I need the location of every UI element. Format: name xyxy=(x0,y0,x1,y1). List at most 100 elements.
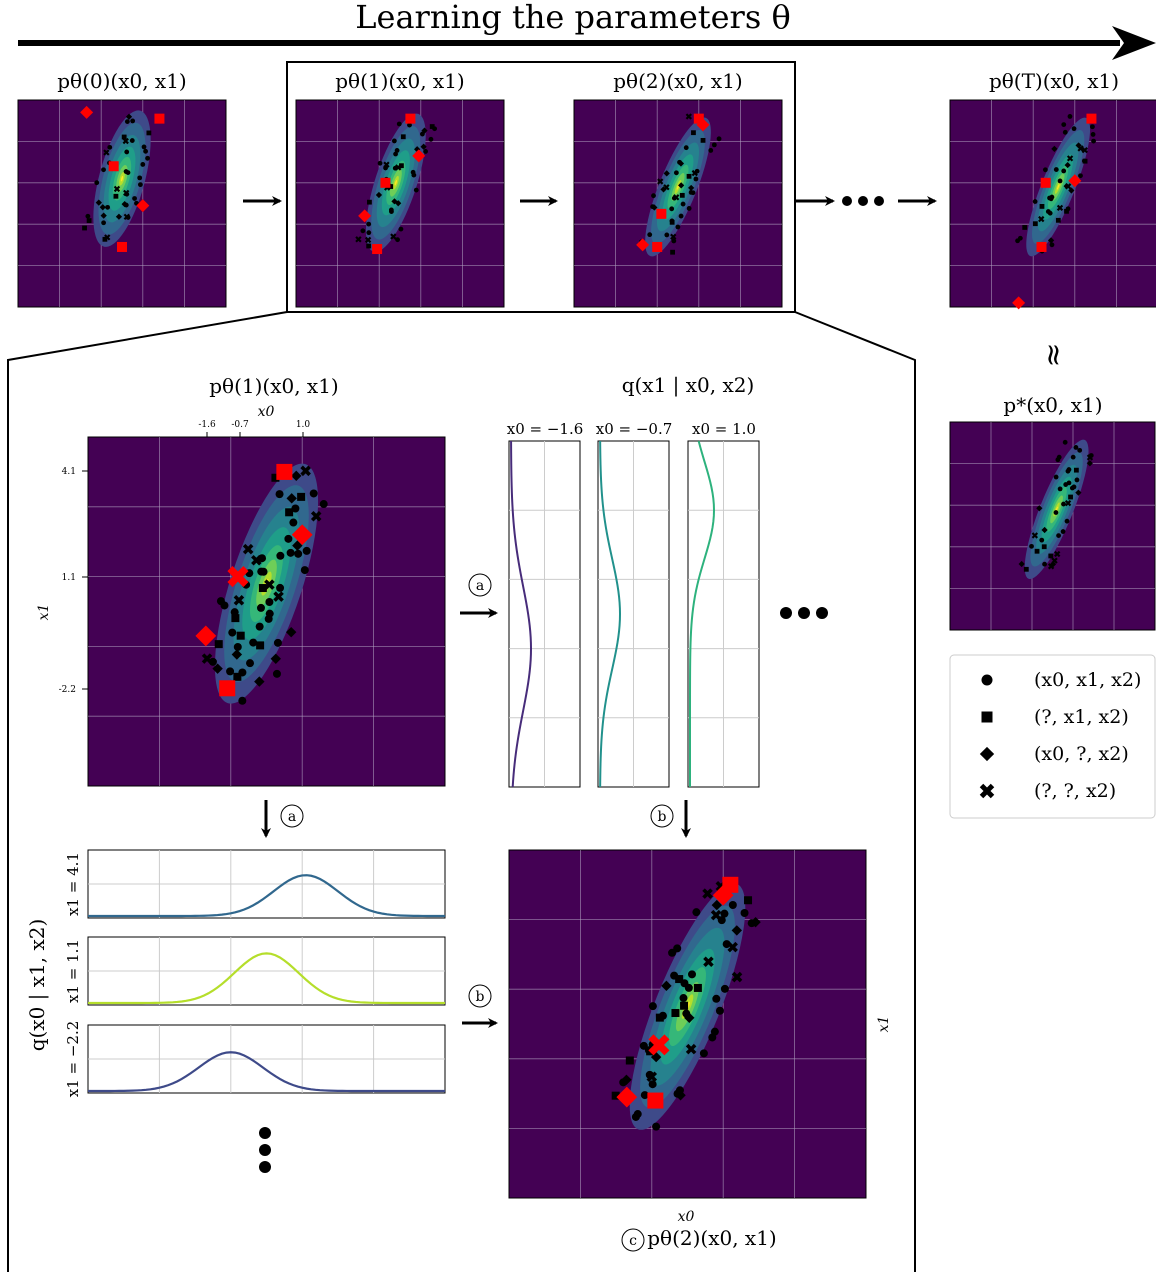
sample-point xyxy=(611,1091,620,1100)
sample-point xyxy=(123,169,129,174)
imputed-point xyxy=(154,113,165,124)
sample-point xyxy=(286,548,295,557)
sample-point xyxy=(113,193,119,199)
step-b-badge xyxy=(468,984,492,1008)
sample-point xyxy=(712,994,721,1003)
imputed-point xyxy=(696,118,710,132)
sample-point xyxy=(710,909,722,921)
sample-point xyxy=(1054,550,1061,558)
sample-point xyxy=(673,170,679,176)
sample-point xyxy=(286,493,297,504)
cond-y-title: q(x0 | x1, x2) xyxy=(25,919,50,1052)
sample-point xyxy=(1056,533,1062,539)
sample-point xyxy=(731,971,743,983)
conditional-density-curve xyxy=(88,874,446,918)
sample-point xyxy=(395,237,400,243)
sample-point xyxy=(258,584,267,593)
conditional-density-curve xyxy=(510,440,533,788)
imputed-point xyxy=(652,241,663,252)
sample-point xyxy=(673,194,680,201)
sample-point xyxy=(691,169,698,177)
top-density-plot xyxy=(17,99,227,308)
sample-point xyxy=(1077,145,1084,152)
sample-point xyxy=(124,191,130,197)
sample-point xyxy=(1057,178,1063,184)
highlight-box xyxy=(286,61,796,313)
top-row: pθ(0)(x0, x1) pθ(1)(x0, x1) pθ(2)(x0, x1) p… xyxy=(17,61,1156,631)
sample-point xyxy=(100,212,107,219)
sample-point xyxy=(670,233,677,240)
sample-point xyxy=(1045,209,1051,214)
ellipsis-dot xyxy=(858,196,868,206)
sample-point xyxy=(388,207,394,213)
ellipsis-dot xyxy=(780,607,792,619)
sample-point xyxy=(212,663,223,674)
zoom-result-density-plot xyxy=(508,849,867,1199)
cond-x-panel-label: x0 = −1.6 xyxy=(507,420,584,438)
sample-point xyxy=(265,598,274,607)
sample-point xyxy=(226,667,235,676)
sample-point xyxy=(675,1090,686,1101)
step-b-label: b xyxy=(658,809,667,825)
sample-point xyxy=(720,909,729,918)
top-plot-title: pθ(2)(x0, x1) xyxy=(613,69,743,93)
ellipsis-dot xyxy=(259,1161,271,1173)
step-a-badge xyxy=(280,804,304,828)
sample-point xyxy=(645,1070,654,1079)
sample-point xyxy=(686,173,692,179)
sample-point xyxy=(383,165,388,171)
sample-point xyxy=(375,191,383,199)
sample-point xyxy=(703,956,714,967)
sample-point xyxy=(208,657,217,666)
sample-point xyxy=(1073,467,1079,473)
imputed-point xyxy=(1040,177,1051,188)
cond-x-panel-label: x0 = 1.0 xyxy=(692,420,756,438)
sample-point xyxy=(367,199,372,205)
sample-point xyxy=(1018,560,1025,568)
sample-point xyxy=(1051,145,1058,153)
imputed-point xyxy=(372,244,383,255)
sample-point xyxy=(113,185,121,193)
ellipsis-dot xyxy=(259,1144,271,1156)
sample-point xyxy=(1034,548,1040,554)
step-a-label: a xyxy=(476,578,484,594)
legend-marker-cross xyxy=(979,783,995,799)
sample-point xyxy=(680,1001,689,1010)
sample-point xyxy=(105,204,111,210)
legend-marker-square xyxy=(981,711,993,723)
sample-point xyxy=(102,236,108,242)
imputed-point xyxy=(1068,174,1082,188)
x-tick-label: -1.6 xyxy=(198,420,216,430)
sample-point xyxy=(289,518,298,527)
sample-point xyxy=(423,149,428,154)
sample-point xyxy=(661,980,672,992)
sample-point xyxy=(242,543,254,555)
sample-point xyxy=(1067,114,1073,119)
sample-point xyxy=(273,638,282,647)
result-caption: pθ(2)(x0, x1) xyxy=(647,1226,777,1250)
step-c-label: c xyxy=(629,1233,637,1249)
sample-point xyxy=(1038,215,1045,223)
sample-point xyxy=(1065,468,1071,474)
zoom-main-density-plot xyxy=(87,436,446,787)
sample-point xyxy=(1041,544,1047,550)
sample-point xyxy=(125,113,133,120)
sample-point xyxy=(702,888,713,899)
sample-point xyxy=(716,136,722,142)
imputed-point xyxy=(1012,296,1026,310)
sample-point xyxy=(398,226,404,232)
target-density-plot xyxy=(949,421,1156,631)
sample-point xyxy=(220,601,229,610)
sample-point xyxy=(256,641,265,650)
sample-point xyxy=(1075,142,1082,149)
cond-y-panel-label: x1 = 4.1 xyxy=(64,852,82,916)
sample-point xyxy=(1061,122,1067,128)
sample-point xyxy=(364,236,372,244)
sample-point xyxy=(254,676,265,687)
top-plot-title: pθ(0)(x0, x1) xyxy=(57,69,187,93)
sample-point xyxy=(238,696,247,705)
sample-point xyxy=(275,490,284,499)
sample-point xyxy=(648,1002,657,1011)
sample-point xyxy=(233,672,242,681)
